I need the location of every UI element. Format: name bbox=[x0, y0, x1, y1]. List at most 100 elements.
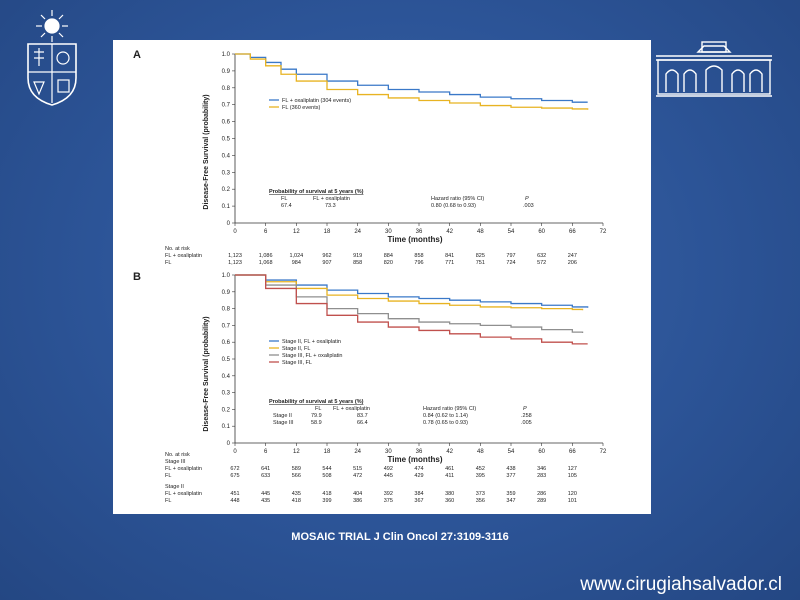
panel-a-ylabel: Disease-Free Survival (probability) bbox=[203, 94, 210, 209]
panel-a-ann-head-flox: FL + oxaliplatin bbox=[313, 196, 350, 202]
website-footer: www.cirugiahsalvador.cl bbox=[580, 574, 782, 595]
panel-a-legend-label: FL (360 events) bbox=[282, 105, 320, 111]
panel-b-xtick-label: 54 bbox=[508, 449, 515, 455]
hospital-building-logo bbox=[656, 41, 772, 97]
panel-a-risk-value: 771 bbox=[445, 260, 454, 266]
panel-b-ann-stage2-fl: 79.9 bbox=[311, 413, 322, 419]
panel-b-ann-stage2-hr: 0.84 (0.62 to 1.14) bbox=[423, 413, 468, 419]
panel-b-risk-value: 515 bbox=[353, 466, 362, 472]
panel-b-risk-value: 380 bbox=[445, 491, 454, 497]
panel-b-risk-value: 472 bbox=[353, 473, 362, 479]
panel-b-risk-value: 399 bbox=[322, 498, 331, 504]
panel-b-risk-value: 395 bbox=[476, 473, 485, 479]
panel-b-risk-value: 367 bbox=[414, 498, 423, 504]
panel-b-risk-value: 448 bbox=[230, 498, 239, 504]
panel-b-risk-s3-label-fl: FL bbox=[165, 473, 171, 479]
panel-a-ytick-label: 1.0 bbox=[222, 52, 231, 58]
panel-a-ann-val-flox: 73.3 bbox=[325, 203, 336, 209]
panel-b-letter: B bbox=[133, 271, 141, 283]
panel-a-risk-label-flox: FL + oxaliplatin bbox=[165, 253, 202, 259]
panel-a-risk-value: 984 bbox=[292, 260, 301, 266]
panel-a-legend-label: FL + oxaliplatin (304 events) bbox=[282, 98, 351, 104]
panel-a-xtick-label: 48 bbox=[477, 229, 484, 235]
panel-a-risk-value: 962 bbox=[322, 253, 331, 259]
panel-a-ytick-label: 0.8 bbox=[222, 86, 231, 92]
panel-a-xtick-label: 12 bbox=[293, 229, 300, 235]
survival-figure: A Disease-Free Survival (probability) Ti… bbox=[113, 40, 651, 514]
panel-a-xlabel: Time (months) bbox=[388, 235, 443, 244]
panel-b-risk-value: 373 bbox=[476, 491, 485, 497]
panel-b-ann-head-flox: FL + oxaliplatin bbox=[333, 406, 370, 412]
panel-b-risk-value: 474 bbox=[414, 466, 423, 472]
panel-b-risk-group-stage3: Stage III bbox=[165, 459, 186, 465]
panel-a-risk-label-fl: FL bbox=[165, 260, 171, 266]
panel-b-legend-label: Stage III, FL + oxaliplatin bbox=[282, 353, 342, 359]
panel-a-risk-value: 206 bbox=[568, 260, 577, 266]
panel-a-ytick-label: 0.3 bbox=[222, 170, 231, 176]
panel-b-risk-value: 346 bbox=[537, 466, 546, 472]
panel-a-risk-value: 572 bbox=[537, 260, 546, 266]
panel-b-risk-value: 289 bbox=[537, 498, 546, 504]
panel-a-xtick-label: 30 bbox=[385, 229, 392, 235]
panel-b-risk-value: 377 bbox=[506, 473, 515, 479]
panel-b-xtick-label: 24 bbox=[354, 449, 361, 455]
panel-a-ann-head-fl: FL bbox=[281, 196, 287, 202]
panel-b-ytick-label: 0.4 bbox=[222, 374, 231, 380]
slide-caption: MOSAIC TRIAL J Clin Oncol 27:3109-3116 bbox=[291, 531, 509, 543]
panel-a-series-line bbox=[235, 53, 589, 110]
panel-a-ytick-label: 0.9 bbox=[222, 69, 231, 75]
panel-b-risk-value: 375 bbox=[384, 498, 393, 504]
panel-a-risk-value: 247 bbox=[568, 253, 577, 259]
panel-a-ytick-label: 0.2 bbox=[222, 187, 231, 193]
panel-a-ann-val-hr: 0.80 (0.68 to 0.93) bbox=[431, 203, 476, 209]
panel-a-risk-value: 858 bbox=[353, 260, 362, 266]
panel-b-risk-value: 461 bbox=[445, 466, 454, 472]
panel-b-risk-value: 359 bbox=[506, 491, 515, 497]
panel-a-ann-head-p: P bbox=[525, 196, 529, 202]
panel-b-risk-value: 404 bbox=[353, 491, 362, 497]
panel-b-risk-value: 392 bbox=[384, 491, 393, 497]
panel-a-ann-val-fl: 67.4 bbox=[281, 203, 292, 209]
panel-b-risk-value: 418 bbox=[292, 498, 301, 504]
panel-b-risk-value: 105 bbox=[568, 473, 577, 479]
panel-a-ann-val-p: .003 bbox=[523, 203, 534, 209]
panel-a-ytick-label: 0.7 bbox=[222, 103, 231, 109]
panel-b-risk-value: 452 bbox=[476, 466, 485, 472]
panel-a-series-line bbox=[235, 53, 588, 103]
panel-b-risk-value: 675 bbox=[230, 473, 239, 479]
panel-b-risk-s2-label-fl: FL bbox=[165, 498, 171, 504]
panel-b-ytick-label: 0.8 bbox=[222, 307, 231, 313]
panel-a-xtick-label: 0 bbox=[233, 229, 237, 235]
panel-b-xtick-label: 60 bbox=[538, 449, 545, 455]
panel-b-ann-stage3-p: .005 bbox=[521, 420, 532, 426]
panel-b-risk-value: 386 bbox=[353, 498, 362, 504]
panel-a-risk-value: 1,123 bbox=[228, 260, 242, 266]
panel-b-legend-label: Stage II, FL bbox=[282, 346, 310, 352]
panel-a-xtick-label: 60 bbox=[538, 229, 545, 235]
panel-a-xtick-label: 24 bbox=[354, 229, 361, 235]
panel-a-risk-value: 884 bbox=[384, 253, 393, 259]
panel-b-xtick-label: 18 bbox=[324, 449, 331, 455]
panel-b-risk-title: No. at risk bbox=[165, 452, 190, 458]
panel-b-ann-stage3-flox: 66.4 bbox=[357, 420, 368, 426]
panel-b-risk-value: 641 bbox=[261, 466, 270, 472]
panel-b-risk-value: 451 bbox=[230, 491, 239, 497]
panel-b-risk-value: 384 bbox=[414, 491, 423, 497]
panel-b-risk-value: 120 bbox=[568, 491, 577, 497]
panel-a-risk-value: 907 bbox=[322, 260, 331, 266]
panel-b-ytick-label: 0.3 bbox=[222, 391, 231, 397]
panel-b-risk-value: 127 bbox=[568, 466, 577, 472]
panel-a-xtick-label: 6 bbox=[264, 229, 268, 235]
panel-b-ytick-label: 0.6 bbox=[222, 340, 231, 346]
panel-a-risk-value: 1,086 bbox=[259, 253, 273, 259]
panel-a-letter: A bbox=[133, 49, 141, 61]
panel-a-risk-value: 919 bbox=[353, 253, 362, 259]
panel-b-risk-value: 589 bbox=[292, 466, 301, 472]
panel-a-xtick-label: 36 bbox=[416, 229, 423, 235]
panel-b-risk-value: 445 bbox=[384, 473, 393, 479]
panel-a-ytick-label: 0.6 bbox=[222, 120, 231, 126]
panel-a-ytick-label: 0.4 bbox=[222, 153, 231, 159]
panel-b-risk-value: 508 bbox=[322, 473, 331, 479]
panel-b-xtick-label: 6 bbox=[264, 449, 268, 455]
university-crest-logo bbox=[27, 10, 77, 106]
